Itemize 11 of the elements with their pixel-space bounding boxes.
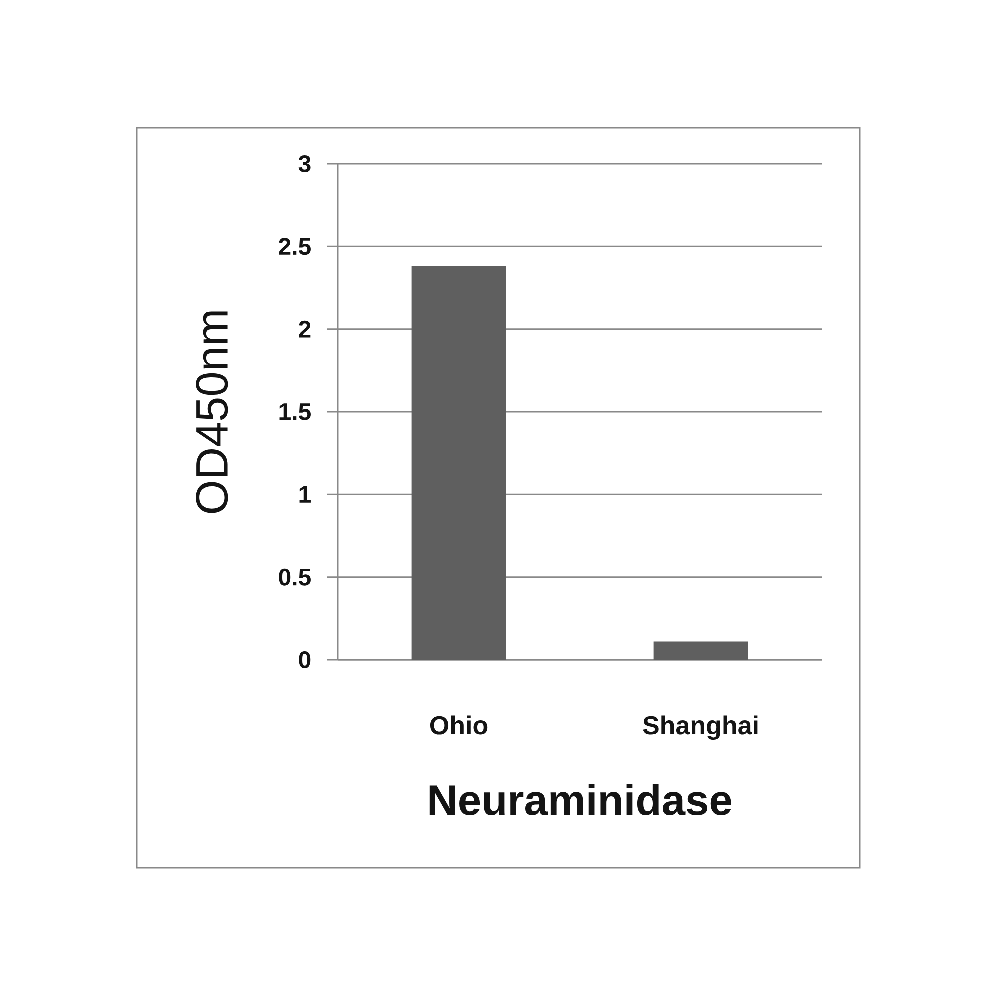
y-tick-label: 2 (299, 320, 311, 338)
y-tick-label: 3 (298, 155, 311, 173)
x-tick-label: Shanghai (643, 716, 758, 740)
x-tick-label: Ohio (430, 716, 488, 735)
y-tick-label: 0 (299, 651, 311, 668)
x-axis-title: Neuraminidase (430, 784, 732, 816)
y-tick-label: 2.5 (279, 238, 311, 256)
y-axis-title: OD450nm (196, 312, 228, 514)
y-tick-label: 1.5 (280, 404, 311, 420)
y-tick-label: 1 (300, 486, 311, 503)
y-tick-label: 0.5 (279, 568, 311, 586)
